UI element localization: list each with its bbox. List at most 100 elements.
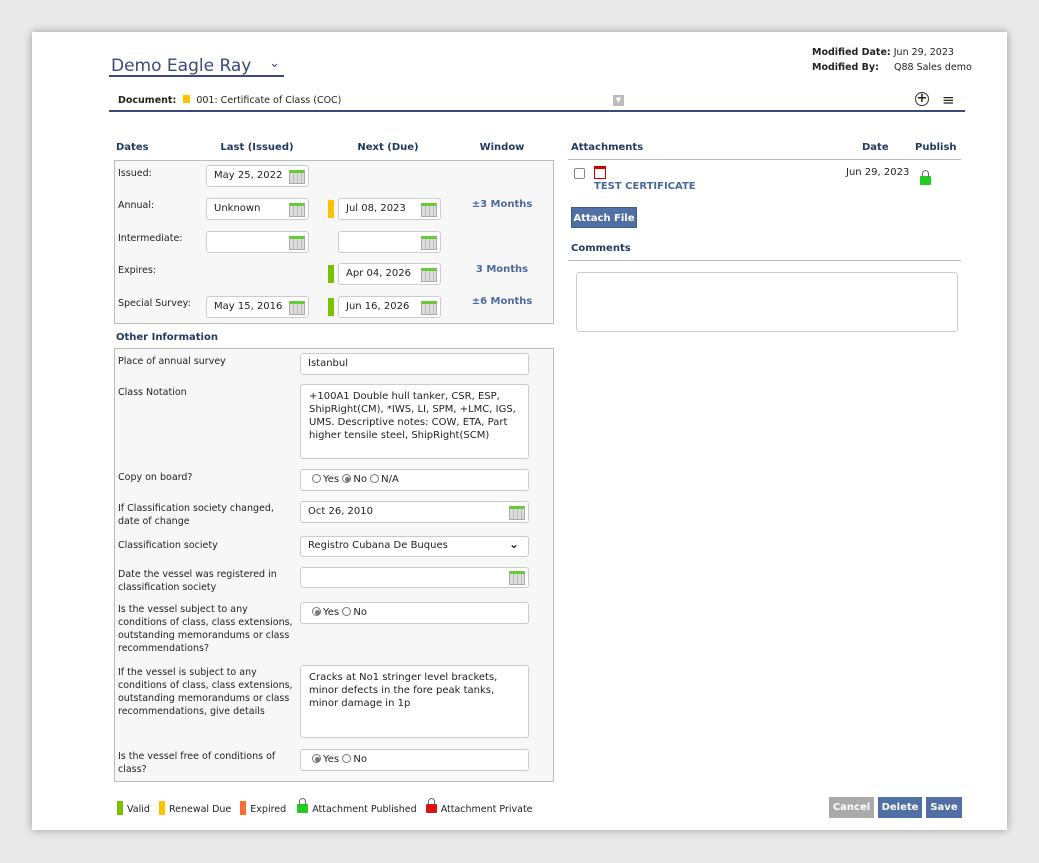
menu-icon[interactable]: ≡ bbox=[942, 91, 955, 109]
radio-yes[interactable] bbox=[312, 754, 321, 763]
radio-label: Yes bbox=[323, 474, 340, 485]
document-selector[interactable]: Document: 001: Certificate of Class (COC… bbox=[118, 95, 341, 106]
document-dropdown-arrow[interactable]: ▼ bbox=[613, 95, 624, 106]
dates-panel bbox=[114, 160, 554, 324]
unlocked-published-icon[interactable] bbox=[920, 170, 931, 185]
calendar-icon[interactable] bbox=[421, 236, 437, 250]
radio-label: Yes bbox=[323, 607, 340, 618]
class-notation-textarea[interactable]: +100A1 Double hull tanker, CSR, ESP, Shi… bbox=[300, 384, 529, 459]
window-header: Window bbox=[479, 142, 525, 153]
valid-swatch bbox=[117, 801, 123, 815]
divider bbox=[568, 159, 961, 160]
radio-no[interactable] bbox=[342, 607, 352, 616]
attachment-link[interactable]: TEST CERTIFICATE bbox=[594, 181, 696, 192]
classification-society-label: Classification society bbox=[118, 540, 218, 551]
divider bbox=[568, 260, 961, 261]
dates-header: Dates bbox=[116, 142, 149, 153]
vessel-name: Demo Eagle Ray bbox=[111, 56, 252, 76]
radio-na[interactable] bbox=[370, 474, 380, 483]
registered-date-label: Date the vessel was registered in classi… bbox=[118, 569, 277, 593]
radio-label: N/A bbox=[381, 474, 399, 485]
registered-date-input[interactable] bbox=[300, 567, 529, 588]
attachment-row: TEST CERTIFICATE Jun 29, 2023 bbox=[0, 0, 1039, 192]
attachments-date-header: Date bbox=[862, 142, 889, 153]
expires-label: Expires: bbox=[118, 265, 156, 276]
annual-last-input[interactable]: Unknown bbox=[206, 198, 309, 220]
comments-header: Comments bbox=[571, 243, 631, 254]
issued-last-input[interactable]: May 25, 2022 bbox=[206, 165, 309, 187]
place-input[interactable]: Istanbul bbox=[300, 353, 529, 375]
place-label: Place of annual survey bbox=[118, 356, 226, 367]
calendar-icon[interactable] bbox=[421, 301, 437, 315]
free-of-conditions-label: Is the vessel free of conditions of clas… bbox=[118, 751, 276, 775]
modified-info: Modified Date: Jun 29, 2023 Modified By:… bbox=[812, 45, 972, 75]
copy-on-board-label: Copy on board? bbox=[118, 472, 193, 483]
intermediate-last-input[interactable] bbox=[206, 231, 309, 253]
expired-swatch bbox=[240, 801, 247, 815]
copy-on-board-radio-group[interactable]: Yes No N/A bbox=[300, 469, 529, 491]
calendar-icon[interactable] bbox=[289, 203, 305, 217]
cancel-button[interactable]: Cancel bbox=[829, 797, 874, 818]
calendar-icon[interactable] bbox=[289, 170, 305, 184]
next-due-header: Next (Due) bbox=[357, 142, 419, 153]
modified-date: Jun 29, 2023 bbox=[893, 47, 954, 58]
annual-next-input[interactable]: Jul 08, 2023 bbox=[338, 198, 441, 220]
attachments-header: Attachments bbox=[571, 142, 644, 153]
radio-label: No bbox=[353, 474, 367, 485]
pdf-icon bbox=[594, 166, 606, 179]
intermediate-next-input[interactable] bbox=[338, 231, 441, 253]
attachment-checkbox[interactable] bbox=[574, 168, 585, 179]
other-information-header: Other Information bbox=[116, 332, 218, 343]
legend-attachment-published: Attachment Published bbox=[312, 804, 417, 815]
society-changed-date-input[interactable]: Oct 26, 2010 bbox=[300, 501, 529, 523]
calendar-icon[interactable] bbox=[509, 506, 525, 520]
annual-window: ±3 Months bbox=[471, 199, 533, 210]
annual-label: Annual: bbox=[118, 200, 155, 211]
calendar-icon[interactable] bbox=[421, 268, 437, 282]
delete-button[interactable]: Delete bbox=[878, 797, 922, 818]
modified-by: Q88 Sales demo bbox=[893, 62, 972, 73]
add-icon[interactable]: + bbox=[915, 91, 929, 106]
subject-conditions-radio-group[interactable]: Yes No bbox=[300, 602, 529, 624]
special-survey-next-input[interactable]: Jun 16, 2026 bbox=[338, 296, 441, 318]
attachment-date: Jun 29, 2023 bbox=[846, 167, 910, 178]
legend-valid: Valid bbox=[127, 804, 150, 815]
header-divider bbox=[109, 110, 965, 112]
last-issued-header: Last (Issued) bbox=[220, 142, 294, 153]
expires-window: 3 Months bbox=[475, 264, 529, 275]
attachments-publish-header: Publish bbox=[915, 142, 957, 153]
unlocked-icon bbox=[297, 798, 309, 813]
radio-yes[interactable] bbox=[312, 607, 321, 616]
vessel-selector[interactable]: Demo Eagle Ray ⌄ bbox=[109, 56, 284, 77]
document-value: 001: Certificate of Class (COC) bbox=[196, 95, 342, 106]
calendar-icon[interactable] bbox=[509, 571, 525, 585]
comments-textarea[interactable] bbox=[576, 272, 958, 332]
legend: Valid Renewal Due Expired Attachment Pub… bbox=[117, 798, 533, 815]
save-button[interactable]: Save bbox=[926, 797, 962, 818]
expires-next-input[interactable]: Apr 04, 2026 bbox=[338, 263, 441, 285]
calendar-icon[interactable] bbox=[421, 203, 437, 217]
legend-renewal-due: Renewal Due bbox=[168, 804, 232, 815]
document-status-indicator bbox=[183, 95, 191, 103]
conditions-details-textarea[interactable]: Cracks at No1 stringer level brackets, m… bbox=[300, 665, 529, 738]
document-label: Document: bbox=[118, 95, 177, 106]
society-changed-label: If Classification society changed, date … bbox=[118, 503, 274, 527]
classification-society-select[interactable]: Registro Cubana De Buques ⌄ bbox=[300, 536, 529, 557]
intermediate-label: Intermediate: bbox=[118, 233, 183, 244]
radio-no[interactable] bbox=[342, 474, 352, 483]
radio-no[interactable] bbox=[342, 754, 352, 763]
radio-label: Yes bbox=[323, 754, 340, 765]
special-survey-last-input[interactable]: May 15, 2016 bbox=[206, 296, 309, 318]
attach-file-button[interactable]: Attach File bbox=[571, 207, 637, 228]
radio-yes[interactable] bbox=[312, 474, 321, 483]
calendar-icon[interactable] bbox=[289, 301, 305, 315]
legend-attachment-private: Attachment Private bbox=[440, 804, 533, 815]
calendar-icon[interactable] bbox=[289, 236, 305, 250]
valid-indicator bbox=[328, 298, 334, 316]
subject-conditions-label: Is the vessel subject to any conditions … bbox=[118, 604, 293, 654]
modified-by-label: Modified By: bbox=[812, 62, 879, 73]
special-survey-label: Special Survey: bbox=[118, 298, 191, 309]
valid-indicator bbox=[328, 265, 334, 283]
modified-date-label: Modified Date: bbox=[812, 47, 891, 58]
free-of-conditions-radio-group[interactable]: Yes No bbox=[300, 749, 529, 771]
